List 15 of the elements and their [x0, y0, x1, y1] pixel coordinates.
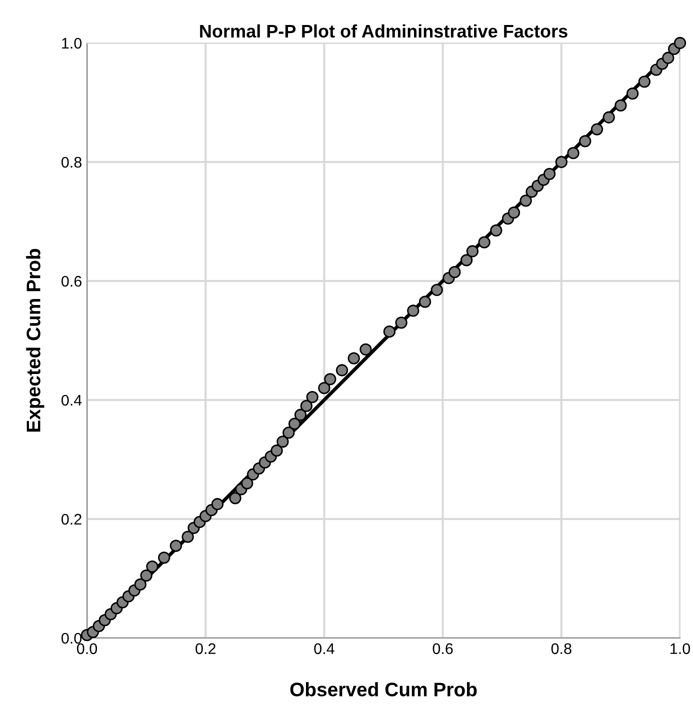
x-axis-title: Observed Cum Prob: [290, 682, 477, 696]
chart-title: Normal P-P Plot of Admininstrative Factors: [200, 24, 568, 38]
y-tick-label: 0.6: [62, 276, 82, 287]
y-tick-label: 0.0: [62, 632, 82, 644]
y-axis-title: Expected Cum Prob: [26, 248, 44, 432]
x-tick-label: 0.4: [314, 643, 334, 654]
y-tick-label: 0.2: [62, 514, 82, 525]
x-tick-label: 0.2: [196, 643, 216, 654]
y-tick-label: 1.0: [62, 38, 82, 49]
y-tick-label: 0.8: [62, 156, 82, 168]
x-tick-label: 0.0: [76, 643, 98, 654]
y-tick-label: 0.4: [62, 394, 82, 406]
x-tick-label: 0.6: [432, 643, 453, 654]
x-tick-label: 1.0: [670, 643, 690, 654]
x-tick-label: 0.8: [551, 643, 572, 654]
